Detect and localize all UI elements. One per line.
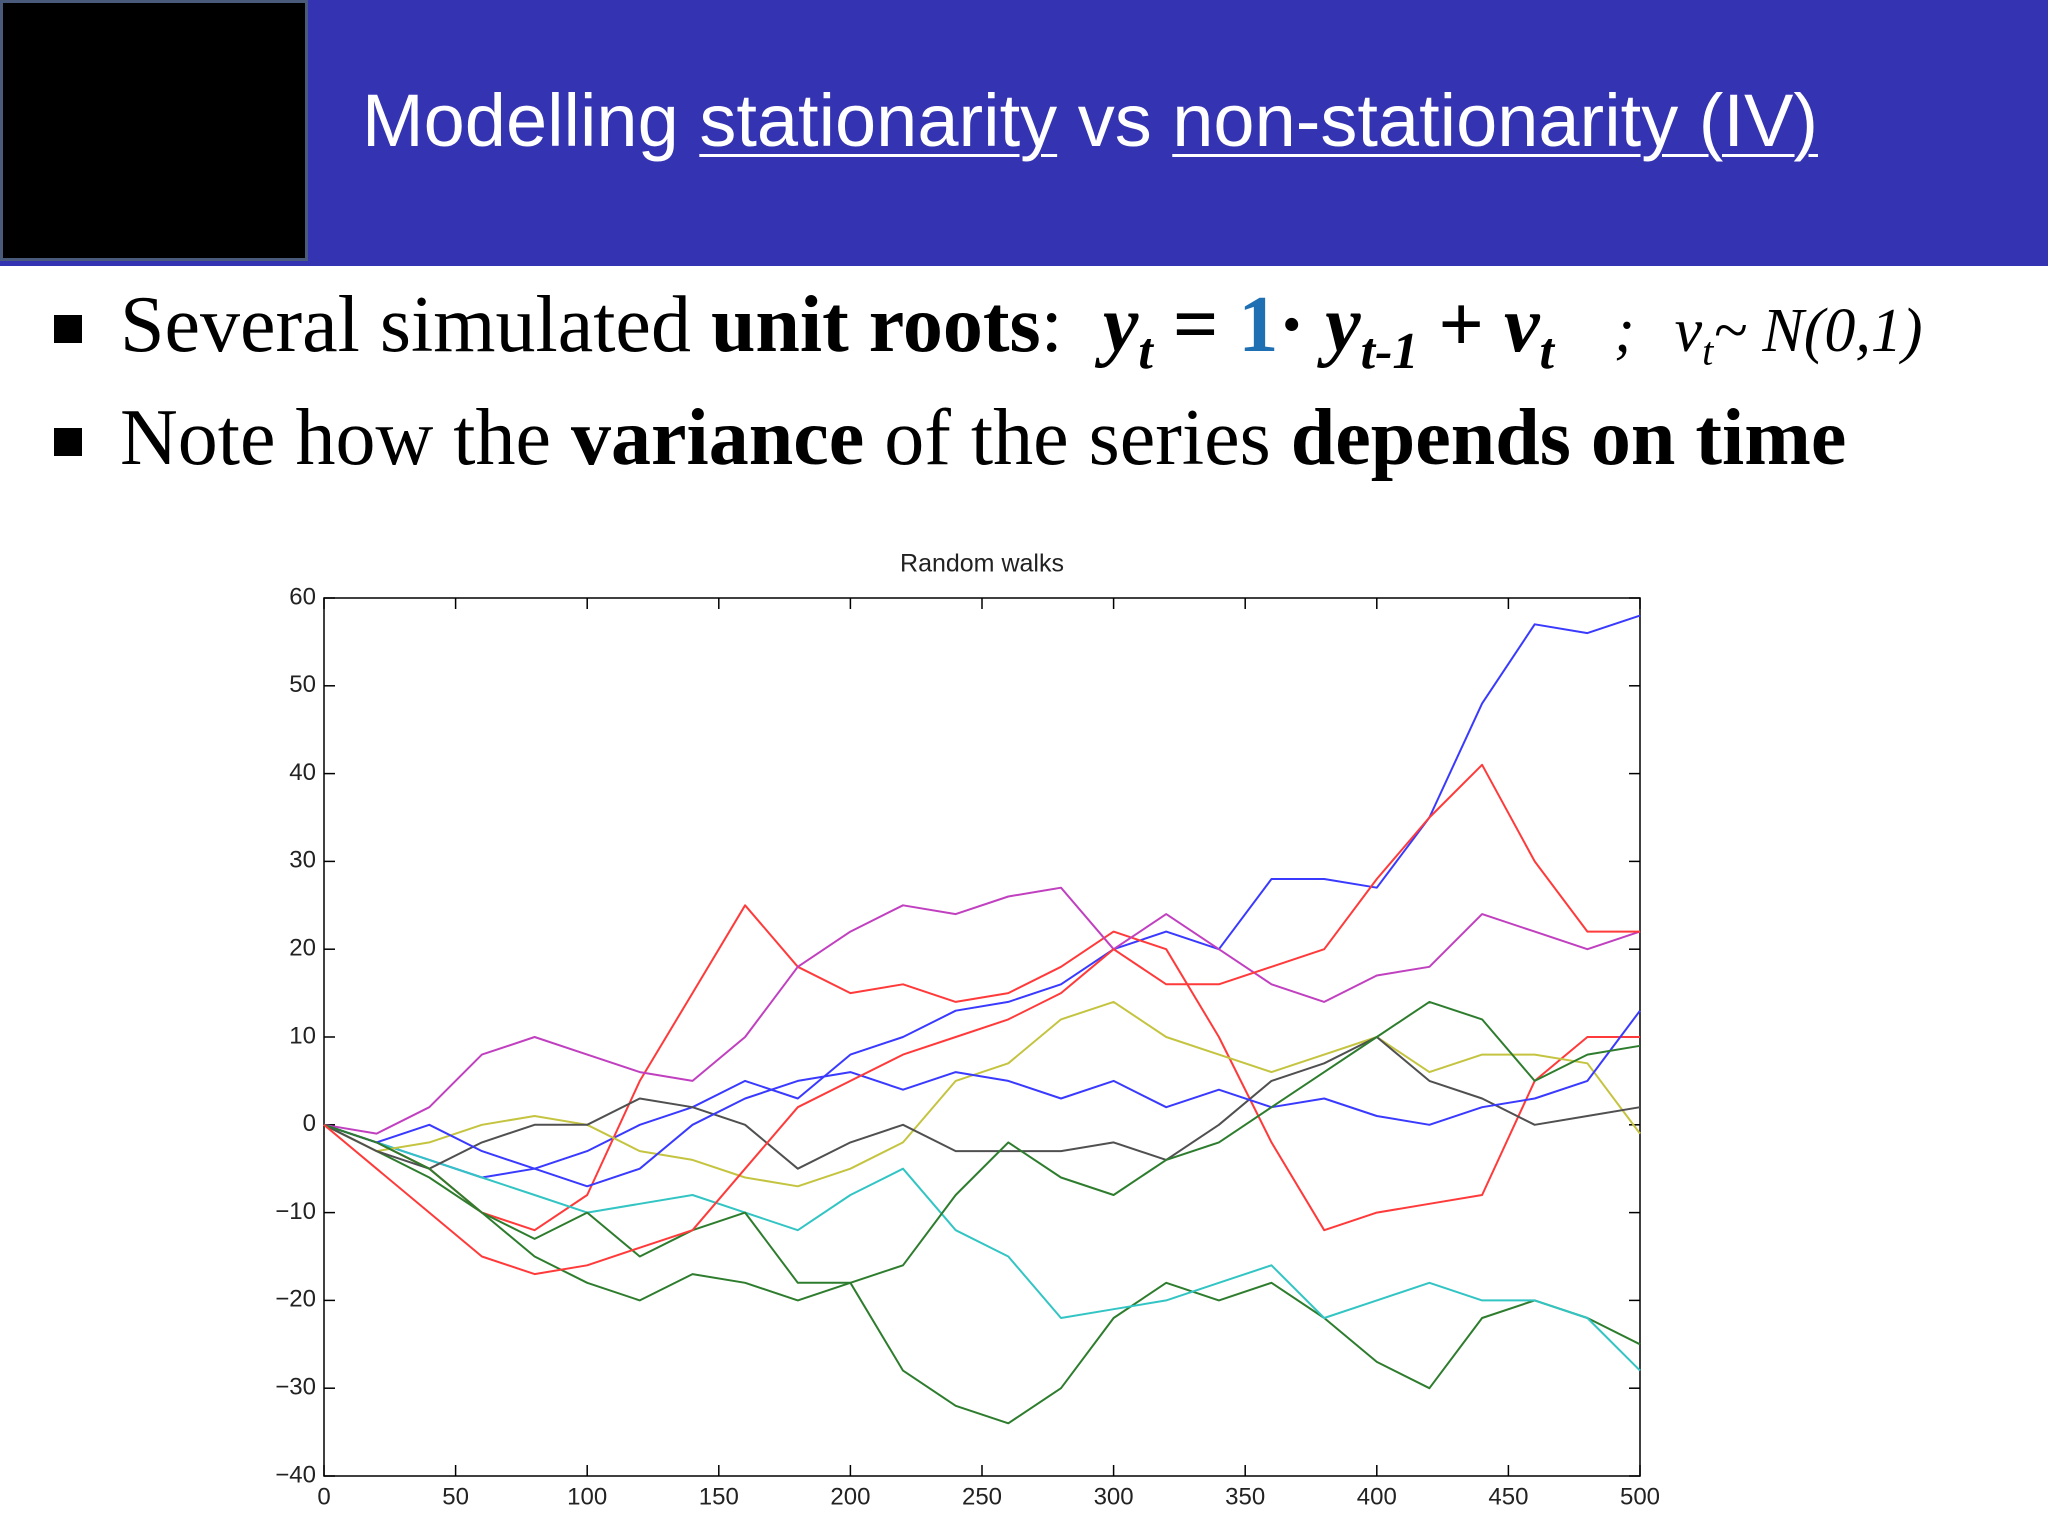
bullet: Several simulated unit roots: yt = 1· yt… xyxy=(54,280,1923,381)
y-tick-label: −40 xyxy=(275,1461,316,1488)
x-tick-label: 250 xyxy=(962,1483,1002,1510)
series-line xyxy=(323,1010,1641,1188)
eq-symbol: y xyxy=(1102,281,1139,369)
y-tick-label: 0 xyxy=(303,1110,316,1137)
eq-separator: ; xyxy=(1613,297,1635,365)
series-line xyxy=(323,886,1641,1135)
y-tick-label: 40 xyxy=(289,759,316,786)
title-text: vs xyxy=(1077,79,1152,162)
bold-text: depends on time xyxy=(1290,394,1847,482)
bullet-text: Several simulated xyxy=(120,281,691,369)
bullet-text: Note how the xyxy=(120,394,552,482)
bold-text: unit roots xyxy=(710,281,1041,369)
eq-symbol: ~ N(0,1) xyxy=(1713,297,1923,365)
eq-symbol: v xyxy=(1674,297,1703,365)
eq-symbol: = xyxy=(1172,281,1219,369)
title-text: Modelling xyxy=(362,79,679,162)
y-tick-label: −30 xyxy=(275,1374,316,1401)
y-tick-label: 50 xyxy=(289,671,316,698)
plot-frame xyxy=(323,597,1641,1477)
series-line xyxy=(323,1000,1641,1284)
eq-symbol: y xyxy=(1325,281,1361,369)
y-tick-label: −10 xyxy=(275,1198,316,1225)
eq-subscript: t xyxy=(1539,323,1554,380)
chart-title: Random walks xyxy=(900,550,1064,578)
bullet-text: : xyxy=(1040,281,1063,369)
bold-text: variance xyxy=(571,394,865,482)
eq-subscript: t xyxy=(1138,323,1153,380)
series-line xyxy=(323,1036,1641,1170)
distribution: vt~ N(0,1) xyxy=(1674,297,1923,373)
bullet: Note how the variance of the series depe… xyxy=(54,393,1847,484)
x-tick-label: 500 xyxy=(1620,1483,1660,1510)
x-tick-label: 100 xyxy=(567,1483,607,1510)
x-tick-label: 50 xyxy=(442,1483,469,1510)
title-text: stationarity xyxy=(699,79,1058,162)
y-tick-label: 60 xyxy=(289,583,316,610)
logo-box xyxy=(0,0,308,261)
bullet-text: of the series xyxy=(884,394,1271,482)
x-tick-label: 150 xyxy=(699,1483,739,1510)
x-tick-label: 450 xyxy=(1488,1483,1528,1510)
header-band: Modelling stationarity vs non-stationari… xyxy=(0,0,2048,266)
slide-title: Modelling stationarity vs non-stationari… xyxy=(362,78,1818,163)
y-tick-label: 10 xyxy=(289,1022,316,1049)
series-line xyxy=(323,1000,1641,1188)
y-tick-label: 20 xyxy=(289,935,316,962)
equation: yt = 1· yt-1 + vt xyxy=(1102,281,1554,380)
bullet-marker xyxy=(54,428,82,456)
eq-coefficient: 1 xyxy=(1238,281,1279,369)
series-line xyxy=(323,1123,1641,1372)
eq-symbol: + xyxy=(1438,281,1484,369)
x-tick-label: 200 xyxy=(830,1483,870,1510)
x-tick-label: 400 xyxy=(1357,1483,1397,1510)
x-tick-label: 300 xyxy=(1094,1483,1134,1510)
bullet-marker xyxy=(54,315,82,343)
series-line xyxy=(323,904,1640,1232)
y-tick-label: 30 xyxy=(289,847,316,874)
eq-subscript: t-1 xyxy=(1360,323,1419,380)
eq-symbol: v xyxy=(1503,281,1540,369)
title-text: non-stationarity (IV) xyxy=(1172,79,1818,162)
series-line xyxy=(323,1123,1641,1425)
y-tick-label: −20 xyxy=(275,1286,316,1313)
eq-symbol: · xyxy=(1278,281,1306,369)
eq-subscript: t xyxy=(1702,328,1714,374)
series-line xyxy=(323,763,1640,1276)
x-tick-label: 0 xyxy=(317,1483,330,1510)
x-tick-label: 350 xyxy=(1225,1483,1265,1510)
